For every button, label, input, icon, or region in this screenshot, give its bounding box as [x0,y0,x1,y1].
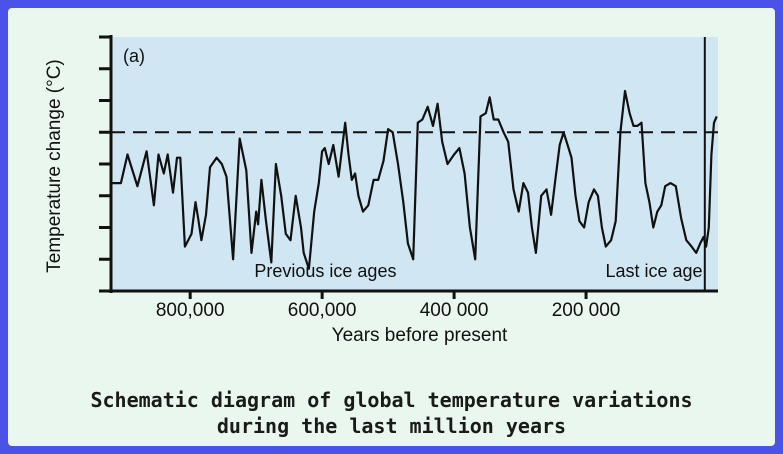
x-tick-label: 600,000 [288,300,357,321]
caption-line-2: during the last million years [216,414,567,438]
annotation-last-ice-age: Last ice age [605,261,702,281]
x-axis-title: Years before present [332,325,508,346]
x-tick-label: 400 000 [420,300,489,321]
annotation-previous-ice-ages: Previous ice ages [254,261,396,281]
panel-label: (a) [123,46,145,66]
x-tick-label: 800,000 [156,300,225,321]
y-axis-title: Temperature change (°C) [44,59,65,273]
series-line [111,89,718,270]
caption-line-1: Schematic diagram of global temperature … [90,388,693,412]
x-tick-label: 200 000 [552,300,621,321]
